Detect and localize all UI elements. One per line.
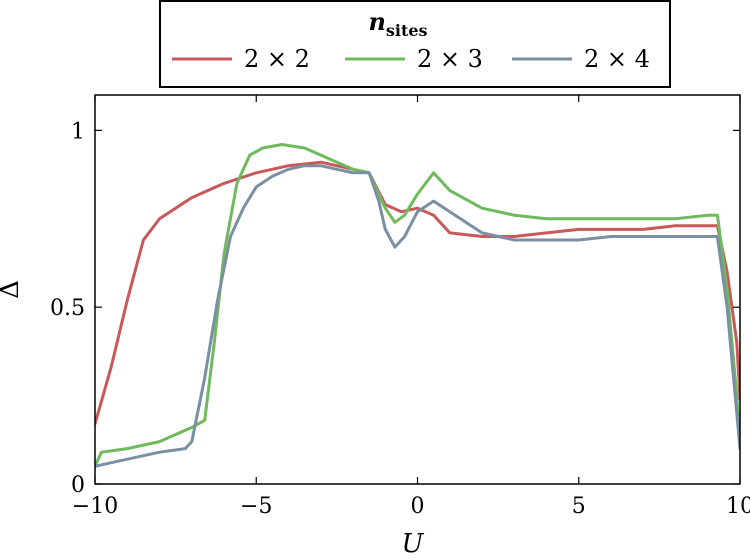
legend: nsites 2 × 2 2 × 3 2 × 4 — [159, 0, 671, 88]
plot-area — [95, 143, 740, 468]
axes: −10 −5 0 5 10 0 0.5 1 U Δ — [0, 94, 750, 559]
legend-title-sub: sites — [386, 21, 428, 40]
x-axis-label: U — [402, 529, 425, 559]
series-line-2 — [95, 143, 740, 468]
legend-label-3: 2 × 4 — [584, 45, 650, 73]
x-tick-label: 10 — [726, 494, 750, 519]
series-line-1 — [95, 160, 740, 426]
legend-label-2: 2 × 3 — [417, 45, 483, 73]
plot-frame — [94, 94, 741, 485]
x-tick-label: −10 — [72, 494, 118, 519]
x-tick-label: 0 — [411, 494, 425, 519]
x-tick-label: −5 — [240, 494, 272, 519]
y-tick-label: 1 — [71, 119, 85, 144]
y-axis-label: Δ — [0, 280, 25, 299]
legend-title-main: n — [368, 7, 385, 36]
series-line-3 — [95, 164, 740, 468]
x-tick-label: 5 — [572, 494, 586, 519]
legend-box — [159, 0, 671, 88]
legend-title: nsites — [368, 7, 427, 40]
legend-entries: 2 × 2 2 × 3 2 × 4 — [172, 45, 650, 73]
y-tick-label: 0 — [71, 473, 85, 498]
y-tick-label: 0.5 — [50, 296, 85, 321]
legend-label-1: 2 × 2 — [244, 45, 310, 73]
